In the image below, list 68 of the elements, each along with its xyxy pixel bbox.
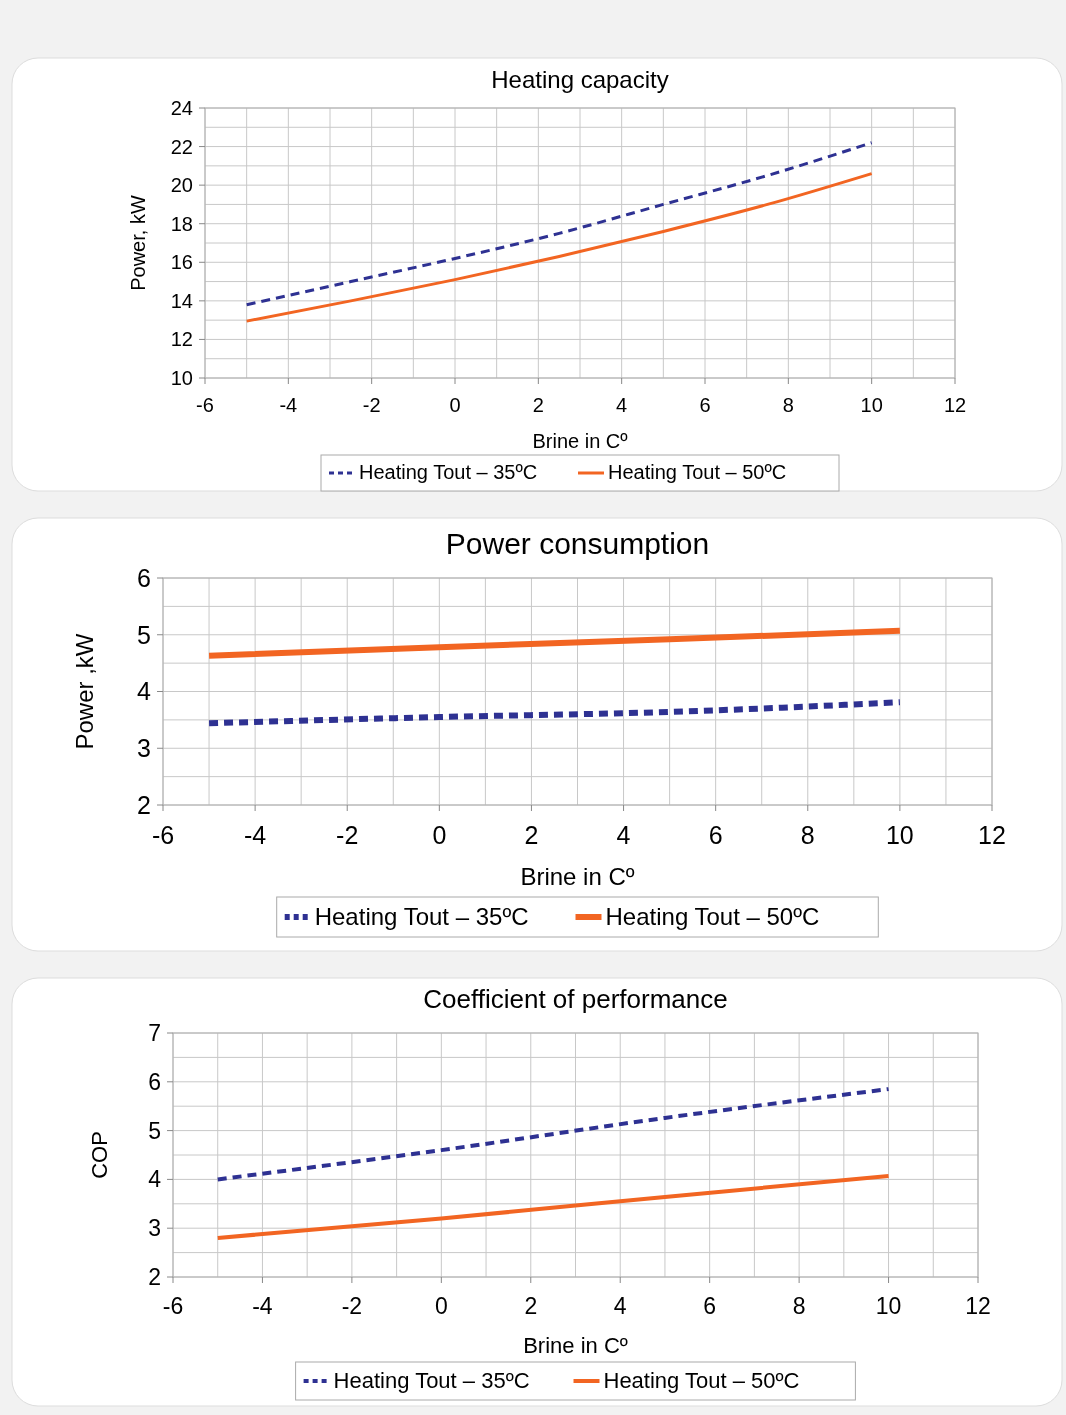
x-tick-label: -6	[162, 1293, 184, 1319]
x-tick-label: -2	[341, 1293, 363, 1319]
x-tick-label: 6	[708, 821, 723, 849]
y-axis-title: Power ,kW	[71, 633, 98, 750]
x-tick-label: -6	[196, 394, 214, 416]
legend-label: Heating Tout – 50ºC	[603, 1368, 800, 1393]
x-tick-label: 12	[978, 821, 1006, 849]
x-tick-label: 4	[613, 1293, 627, 1319]
x-tick-label: 0	[434, 1293, 448, 1319]
x-tick-label: -2	[362, 394, 381, 416]
x-tick-label: -4	[243, 821, 267, 849]
y-tick-label: 6	[148, 1068, 161, 1095]
legend-label: Heating Tout – 50ºC	[605, 903, 820, 930]
x-tick-label: 4	[616, 394, 628, 416]
x-tick-label: -4	[252, 1293, 273, 1319]
y-axis-title: Power, kW	[127, 195, 149, 291]
chart-title: Coefficient of performance	[423, 984, 728, 1014]
y-tick-label: 20	[170, 174, 193, 197]
y-tick-label: 22	[170, 135, 193, 158]
y-tick-label: 4	[137, 677, 152, 706]
y-tick-label: 12	[170, 328, 193, 351]
y-tick-label: 2	[137, 790, 151, 819]
x-tick-label: 8	[792, 1293, 806, 1319]
x-tick-label: 10	[885, 821, 914, 849]
line-series	[215, 1173, 891, 1240]
x-tick-label: 2	[532, 394, 544, 416]
chart-title: Heating capacity	[491, 66, 669, 93]
y-tick-label: 7	[148, 1020, 161, 1047]
x-tick-label: -6	[151, 821, 175, 849]
y-tick-label: 18	[170, 212, 193, 235]
x-tick-label: -4	[279, 394, 298, 416]
chart-title: Power consumption	[445, 527, 710, 560]
line-series	[245, 172, 874, 323]
y-tick-label: 3	[148, 1215, 161, 1242]
x-tick-label: 6	[703, 1293, 717, 1319]
legend-label: Heating Tout – 35ºC	[314, 903, 529, 930]
x-axis-title: Brine in Cº	[520, 863, 635, 890]
y-tick-label: 10	[170, 367, 193, 389]
x-tick-label: 0	[432, 821, 447, 849]
x-axis-title: Brine in Cº	[532, 430, 629, 452]
x-tick-label: 4	[616, 821, 631, 849]
x-tick-label: 2	[524, 1293, 538, 1319]
y-axis-title: COP	[87, 1131, 112, 1179]
y-tick-label: 16	[170, 251, 193, 274]
line-series	[245, 141, 874, 307]
x-tick-label: 12	[943, 394, 967, 416]
x-tick-label: 8	[782, 394, 794, 416]
x-axis-title: Brine in Cº	[523, 1333, 628, 1358]
y-tick-label: 6	[137, 563, 151, 592]
x-tick-label: 12	[965, 1293, 991, 1319]
x-tick-label: 8	[800, 821, 815, 849]
y-tick-label: 2	[148, 1264, 161, 1291]
x-tick-label: 2	[524, 821, 539, 849]
legend-label: Heating Tout – 35ºC	[359, 461, 538, 483]
y-tick-label: 14	[170, 289, 193, 312]
x-tick-label: 10	[860, 394, 883, 416]
legend-label: Heating Tout – 35ºC	[333, 1368, 530, 1393]
legend-label: Heating Tout – 50ºC	[608, 461, 787, 483]
y-tick-label: 24	[170, 97, 193, 119]
y-tick-label: 4	[148, 1166, 162, 1193]
x-tick-label: 10	[875, 1293, 902, 1319]
y-tick-label: 5	[148, 1117, 161, 1144]
x-tick-label: 0	[449, 394, 461, 416]
x-tick-label: 6	[699, 394, 711, 416]
y-tick-label: 3	[137, 734, 151, 762]
x-tick-label: -2	[336, 821, 359, 849]
y-tick-label: 5	[137, 620, 151, 649]
line-series	[215, 1087, 891, 1182]
